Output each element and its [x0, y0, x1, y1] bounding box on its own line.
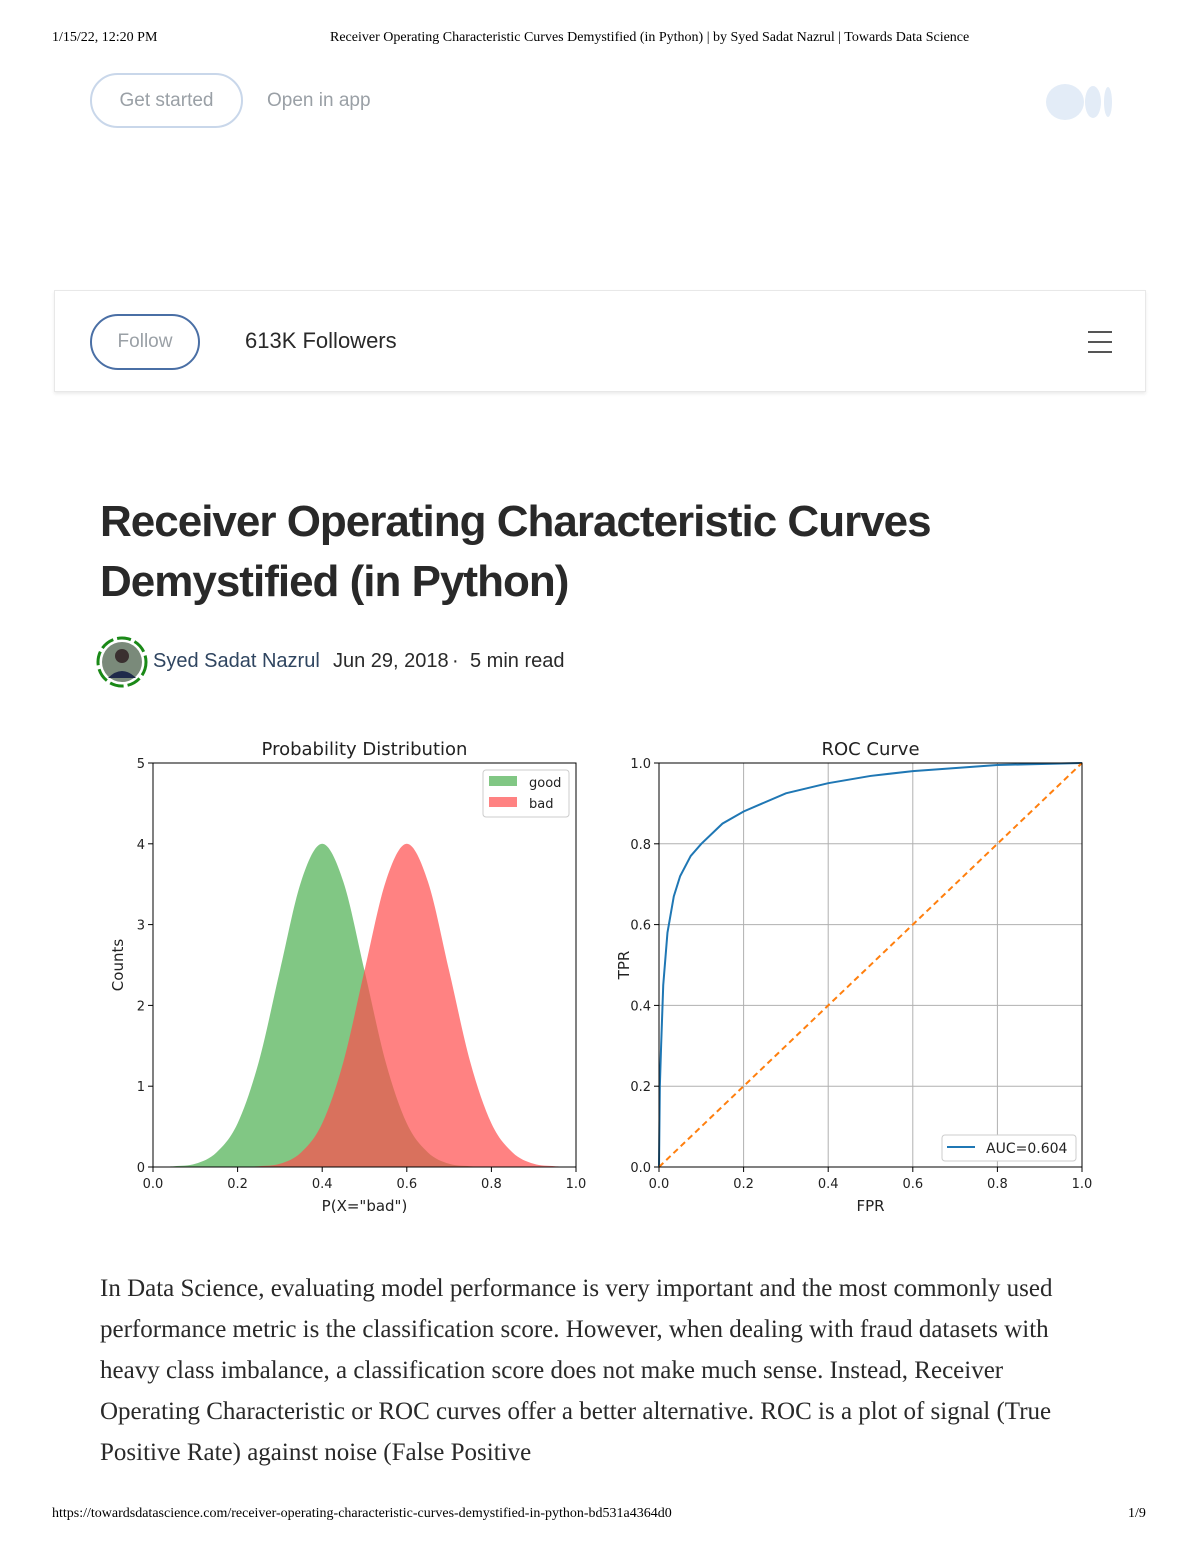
x-tick-label: 0.6	[396, 1177, 417, 1192]
y-tick-label: 2	[137, 999, 145, 1014]
print-page-number: 1/9	[1128, 1506, 1146, 1521]
legend-swatch-good	[489, 776, 517, 786]
publish-date: Jun 29, 2018	[333, 650, 449, 672]
y-tick-label: 4	[137, 838, 145, 853]
x-tick-label: 0.8	[987, 1177, 1008, 1192]
x-tick-label: 0.4	[818, 1177, 839, 1192]
y-tick-label: 1.0	[630, 757, 651, 772]
y-tick-label: 0.4	[630, 999, 651, 1014]
article-body-paragraph: In Data Science, evaluating model perfor…	[100, 1275, 1053, 1466]
print-url: https://towardsdatascience.com/receiver-…	[52, 1506, 672, 1521]
x-tick-label: 0.6	[902, 1177, 923, 1192]
follow-button[interactable]: Follow	[90, 314, 200, 370]
x-tick-label: 0.2	[227, 1177, 248, 1192]
area-bad	[153, 843, 576, 1167]
legend-label-bad: bad	[529, 797, 553, 812]
x-axis-label: FPR	[856, 1197, 884, 1215]
chart-title: ROC Curve	[821, 739, 919, 760]
legend-label-auc: AUC=0.604	[986, 1141, 1068, 1157]
y-axis-label: TPR	[615, 951, 633, 981]
read-time: 5 min read	[470, 650, 565, 672]
roc-curve-line	[658, 762, 1083, 1168]
x-tick-label: 0.8	[481, 1177, 502, 1192]
y-tick-label: 3	[137, 919, 145, 934]
random-baseline-line	[658, 762, 1083, 1168]
roc-curve-chart: 0.0 0.2 0.4 0.6 0.8 1.0 0.0 0.2 0.4 0.6 0.8 1.0 ROC …	[615, 739, 1093, 1215]
y-tick-label: 0.2	[630, 1080, 651, 1095]
x-tick-label: 0.0	[649, 1177, 670, 1192]
plot-frame	[658, 762, 1083, 1168]
x-tick-label: 1.0	[566, 1177, 587, 1192]
followers-count: 613K Followers	[245, 328, 397, 353]
x-tick-label: 0.0	[143, 1177, 164, 1192]
publication-bar	[54, 290, 1146, 392]
author-name[interactable]: Syed Sadat Nazrul	[153, 650, 320, 672]
chart-title: Probability Distribution	[262, 739, 468, 760]
open-in-app-link[interactable]: Open in app	[267, 90, 371, 111]
legend-swatch-bad	[489, 797, 517, 807]
print-page-title: Receiver Operating Characteristic Curves…	[330, 30, 970, 45]
probability-distribution-chart: 0.0 0.2 0.4 0.6 0.8 1.0 0 1 2 3 4 5 Probability Dist…	[109, 739, 587, 1215]
x-axis-label: P(X="bad")	[322, 1197, 408, 1215]
y-axis-label: Counts	[109, 939, 127, 992]
get-started-button[interactable]: Get started	[90, 73, 243, 128]
y-tick-label: 0.0	[630, 1161, 651, 1176]
y-tick-label: 0.6	[630, 919, 651, 934]
medium-logo-icon[interactable]	[1046, 83, 1116, 121]
x-tick-label: 0.4	[312, 1177, 333, 1192]
x-tick-label: 1.0	[1072, 1177, 1093, 1192]
y-tick-label: 0.8	[630, 838, 651, 853]
y-tick-label: 5	[137, 757, 145, 772]
x-tick-label: 0.2	[733, 1177, 754, 1192]
meta-separator: ·	[452, 650, 459, 672]
author-avatar[interactable]	[96, 636, 148, 688]
article-title: Receiver Operating Characteristic Curves…	[100, 497, 932, 606]
legend-box	[941, 1134, 1077, 1162]
y-tick-label: 1	[137, 1080, 145, 1095]
hamburger-menu-icon[interactable]	[1088, 330, 1114, 354]
plot-frame	[152, 762, 577, 1168]
legend-label-good: good	[529, 776, 561, 791]
print-datetime: 1/15/22, 12:20 PM	[52, 30, 158, 45]
y-tick-label: 0	[137, 1161, 145, 1176]
